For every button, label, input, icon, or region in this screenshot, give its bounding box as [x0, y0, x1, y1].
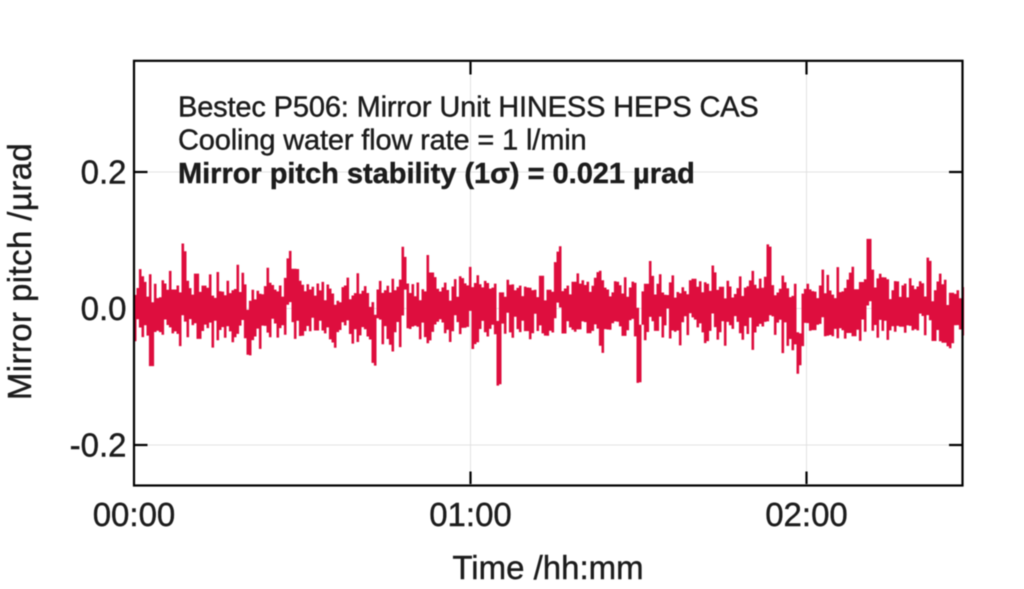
svg-text:Cooling water flow rate = 1 l/: Cooling water flow rate = 1 l/min: [178, 125, 586, 157]
svg-text:Mirror pitch stability (1σ) =: Mirror pitch stability (1σ) = 0.021 µrad: [178, 158, 695, 190]
svg-text:01:00: 01:00: [429, 496, 512, 533]
svg-text:Bestec P506: Mirror Unit HINES: Bestec P506: Mirror Unit HINESS HEPS CAS: [178, 92, 759, 124]
svg-text:0.2: 0.2: [81, 153, 127, 190]
svg-text:0.0: 0.0: [81, 290, 127, 327]
svg-text:Time /hh:mm: Time /hh:mm: [452, 549, 643, 586]
svg-text:-0.2: -0.2: [70, 426, 127, 463]
svg-text:02:00: 02:00: [765, 496, 848, 533]
svg-text:00:00: 00:00: [93, 496, 176, 533]
svg-text:Mirror pitch /µrad: Mirror pitch /µrad: [1, 143, 38, 400]
